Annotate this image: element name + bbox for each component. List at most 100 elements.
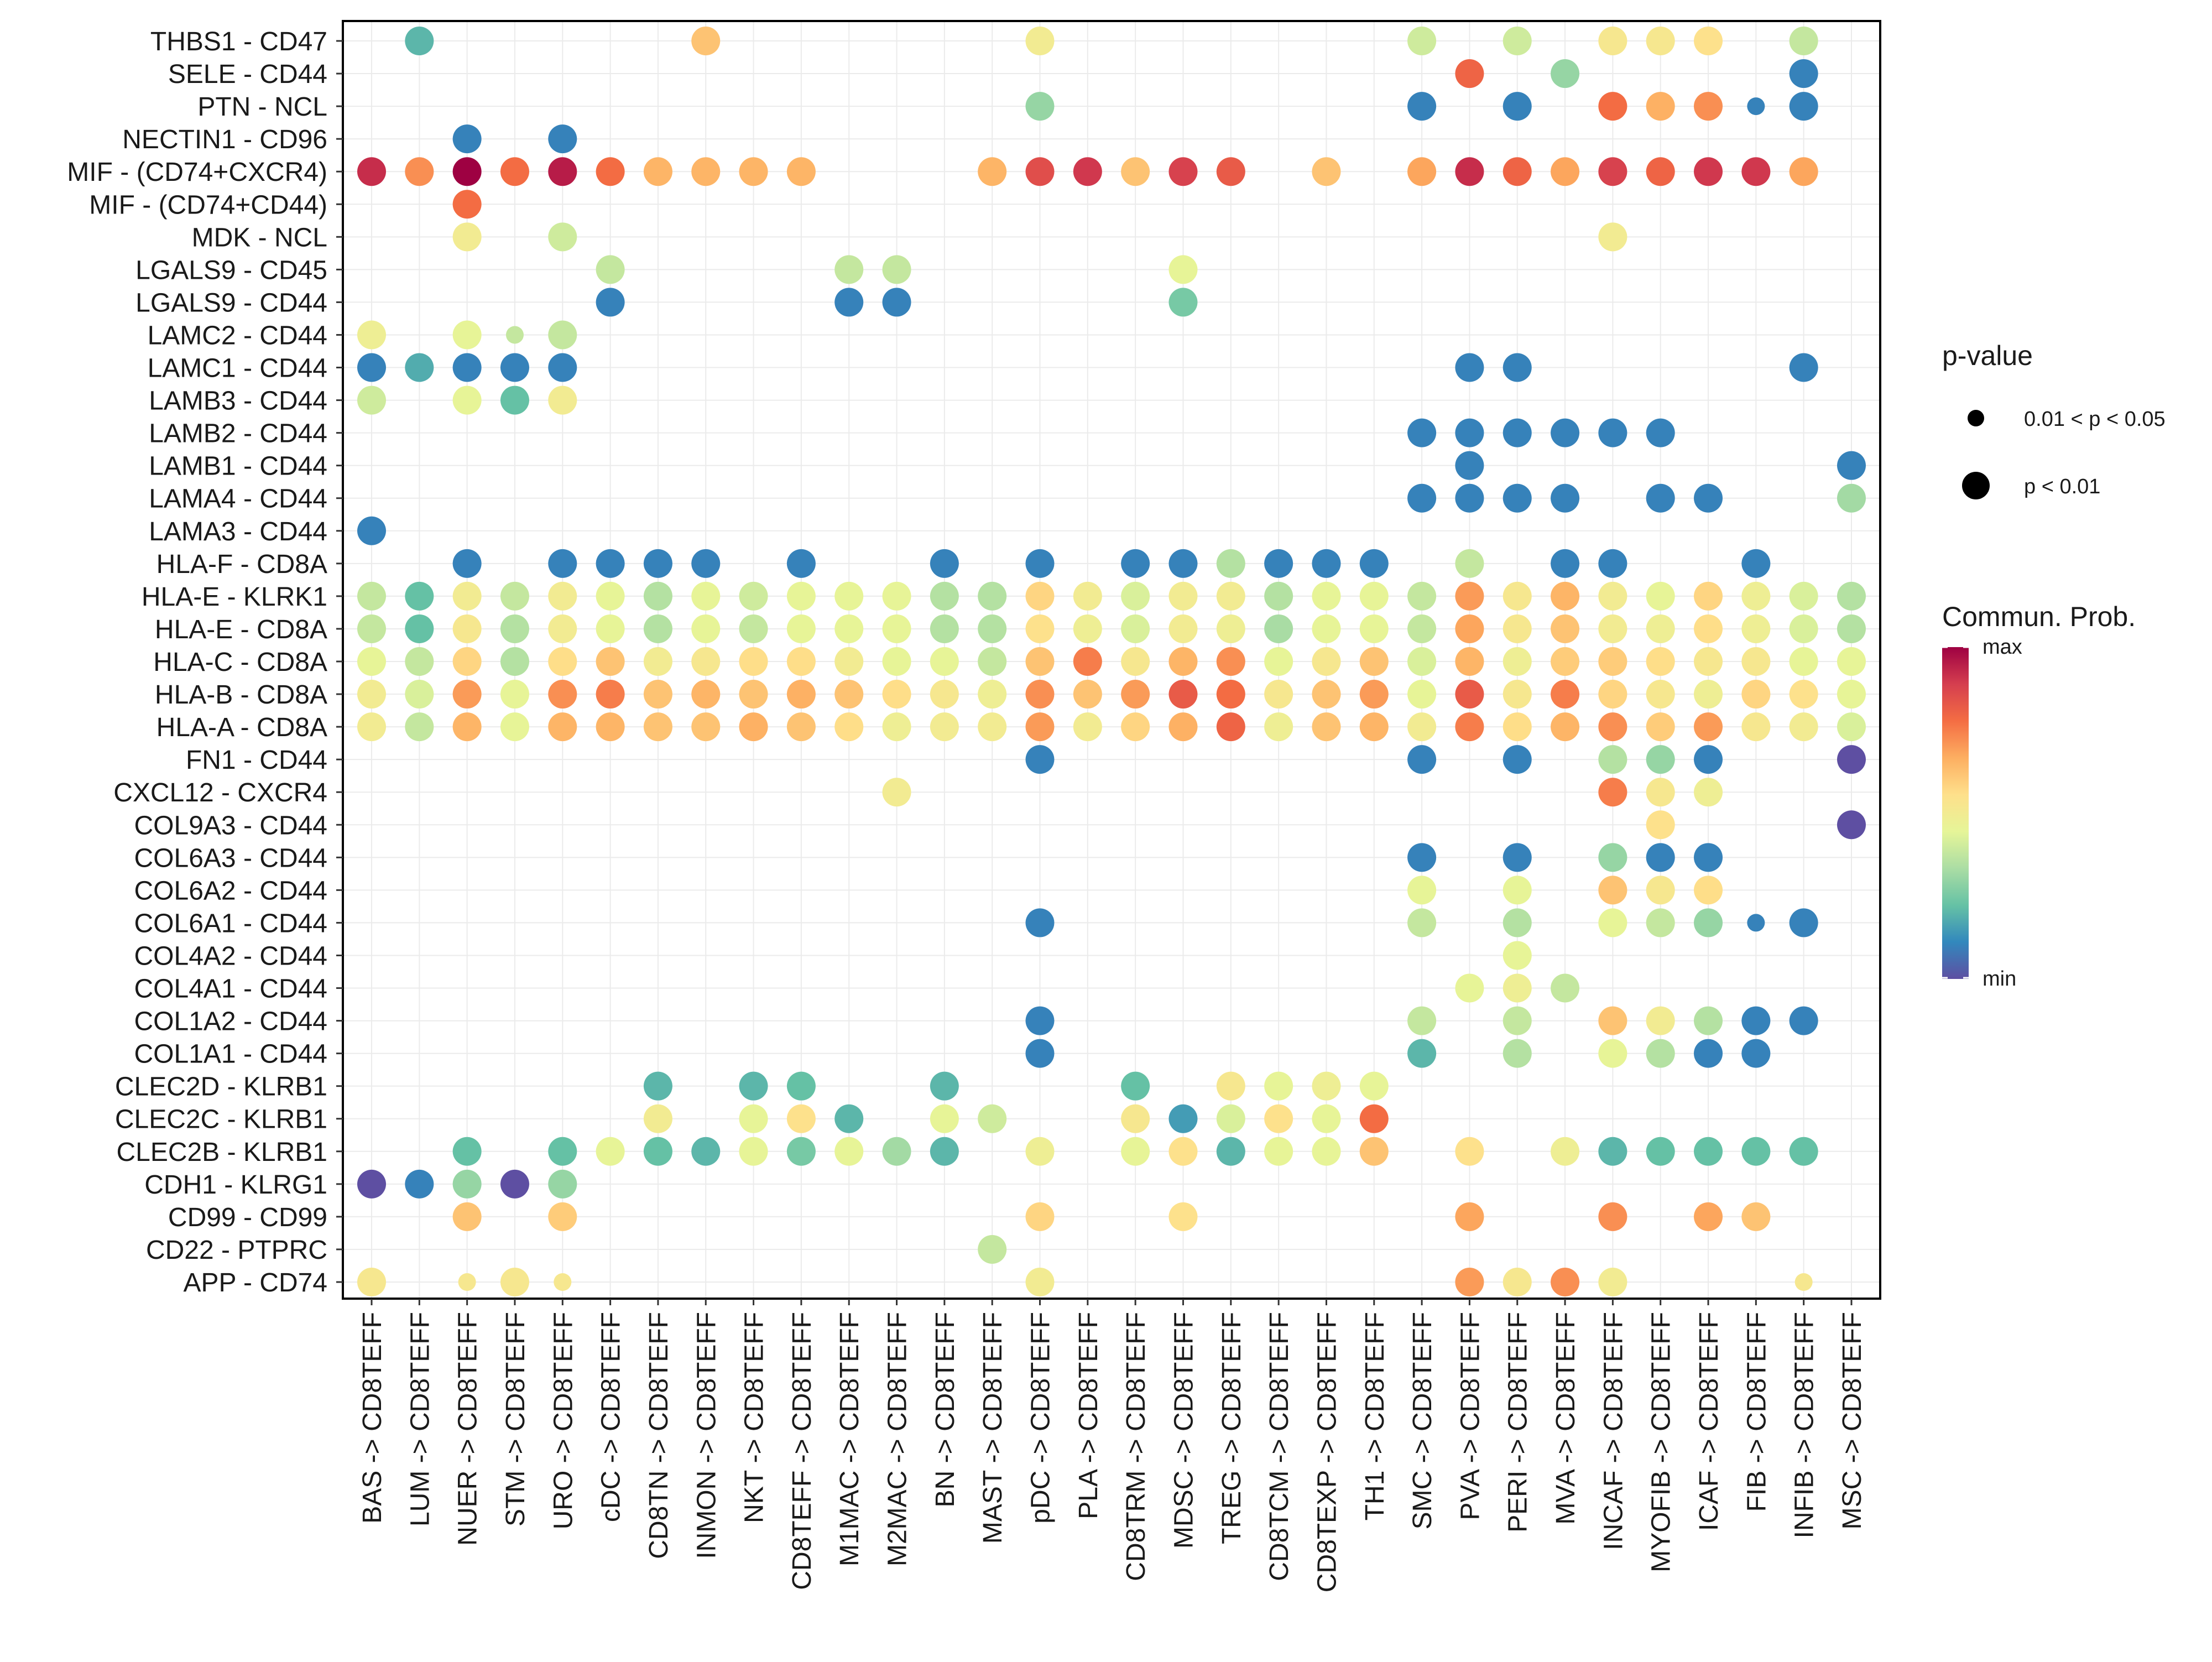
data-point: [691, 647, 721, 676]
data-point: [500, 647, 529, 676]
data-point: [1694, 778, 1723, 807]
data-point: [786, 614, 816, 643]
data-point: [1503, 92, 1532, 121]
data-point: [1264, 581, 1293, 611]
data-point: [596, 1137, 625, 1166]
data-point: [500, 353, 529, 382]
y-tick-label: SELE - CD44: [168, 60, 327, 89]
data-point: [1216, 680, 1245, 709]
data-point: [458, 1273, 476, 1291]
data-point: [834, 288, 864, 317]
data-point: [1646, 680, 1675, 709]
legend-size-dot-large: [1962, 472, 1990, 499]
data-point: [1455, 712, 1484, 742]
data-point: [1216, 157, 1245, 186]
data-point: [1025, 157, 1055, 186]
data-point: [357, 1268, 386, 1296]
data-point: [1646, 157, 1675, 186]
data-point: [1551, 581, 1580, 611]
data-point: [357, 581, 386, 611]
x-tick-label: pDC -> CD8TEFF: [1026, 1312, 1056, 1524]
y-tick-label: LAMB1 - CD44: [149, 452, 327, 481]
data-point: [1503, 1268, 1532, 1296]
data-point: [548, 647, 577, 676]
data-point: [548, 549, 577, 578]
data-point: [500, 581, 529, 611]
x-tick-label: URO -> CD8TEFF: [549, 1312, 578, 1529]
data-point: [452, 581, 482, 611]
data-point: [1407, 745, 1437, 774]
data-point: [452, 222, 482, 252]
data-point: [1025, 614, 1055, 643]
data-point: [739, 1137, 768, 1166]
data-point: [882, 288, 911, 317]
data-point: [643, 549, 672, 578]
data-point: [1073, 647, 1102, 676]
data-point: [1694, 908, 1723, 937]
data-point: [405, 581, 434, 611]
data-point: [930, 581, 959, 611]
data-point: [1551, 418, 1580, 447]
data-point: [1694, 647, 1723, 676]
data-point: [1747, 97, 1765, 116]
data-point: [452, 157, 482, 186]
data-point: [978, 581, 1007, 611]
data-point: [1455, 1202, 1484, 1231]
y-tick-label: MDK - NCL: [192, 223, 327, 252]
data-point: [596, 157, 625, 186]
x-tick-label: FIB -> CD8TEFF: [1742, 1312, 1771, 1512]
data-point: [1121, 1104, 1150, 1133]
data-point: [1216, 549, 1245, 578]
data-point: [1646, 712, 1675, 742]
data-point: [739, 647, 768, 676]
data-point: [691, 1137, 721, 1166]
data-point: [1359, 680, 1389, 709]
data-point: [1794, 1273, 1813, 1291]
data-point: [1837, 647, 1866, 676]
data-point: [548, 1169, 577, 1199]
y-tick-label: CD99 - CD99: [168, 1203, 327, 1232]
data-point: [786, 1137, 816, 1166]
data-point: [1789, 712, 1818, 742]
data-point: [1694, 157, 1723, 186]
data-point: [691, 549, 721, 578]
data-point: [1694, 745, 1723, 774]
data-point: [452, 1137, 482, 1166]
data-point: [1837, 680, 1866, 709]
y-tick-label: COL1A1 - CD44: [134, 1040, 327, 1069]
data-point: [1168, 647, 1198, 676]
data-point: [1025, 647, 1055, 676]
data-point: [452, 1169, 482, 1199]
x-tick-label: MVA -> CD8TEFF: [1551, 1312, 1580, 1525]
data-point: [1073, 614, 1102, 643]
data-point: [1216, 647, 1245, 676]
y-tick-label: CDH1 - KLRG1: [144, 1170, 327, 1200]
legend: p-value 0.01 < p < 0.05 p < 0.01 Commun.…: [1942, 340, 2166, 991]
data-point: [1025, 712, 1055, 742]
data-point: [786, 157, 816, 186]
data-point: [357, 157, 386, 186]
data-point: [1598, 680, 1627, 709]
data-point: [1551, 647, 1580, 676]
y-tick-label: LAMA3 - CD44: [149, 517, 327, 546]
data-point: [596, 614, 625, 643]
data-point: [1598, 1039, 1627, 1068]
data-point: [1503, 581, 1532, 611]
data-point: [596, 680, 625, 709]
data-point: [500, 680, 529, 709]
data-point: [1646, 778, 1675, 807]
y-tick-label: APP - CD74: [183, 1268, 327, 1298]
legend-size-title: p-value: [1942, 340, 2033, 371]
data-point: [1503, 843, 1532, 872]
data-point: [978, 157, 1007, 186]
data-point: [1359, 647, 1389, 676]
data-point: [1407, 1039, 1437, 1068]
data-point: [548, 581, 577, 611]
data-point: [1694, 92, 1723, 121]
data-point: [1359, 549, 1389, 578]
x-tick-label: NUER -> CD8TEFF: [453, 1312, 483, 1546]
data-point: [786, 1071, 816, 1101]
data-point: [930, 1137, 959, 1166]
data-point: [1646, 810, 1675, 840]
